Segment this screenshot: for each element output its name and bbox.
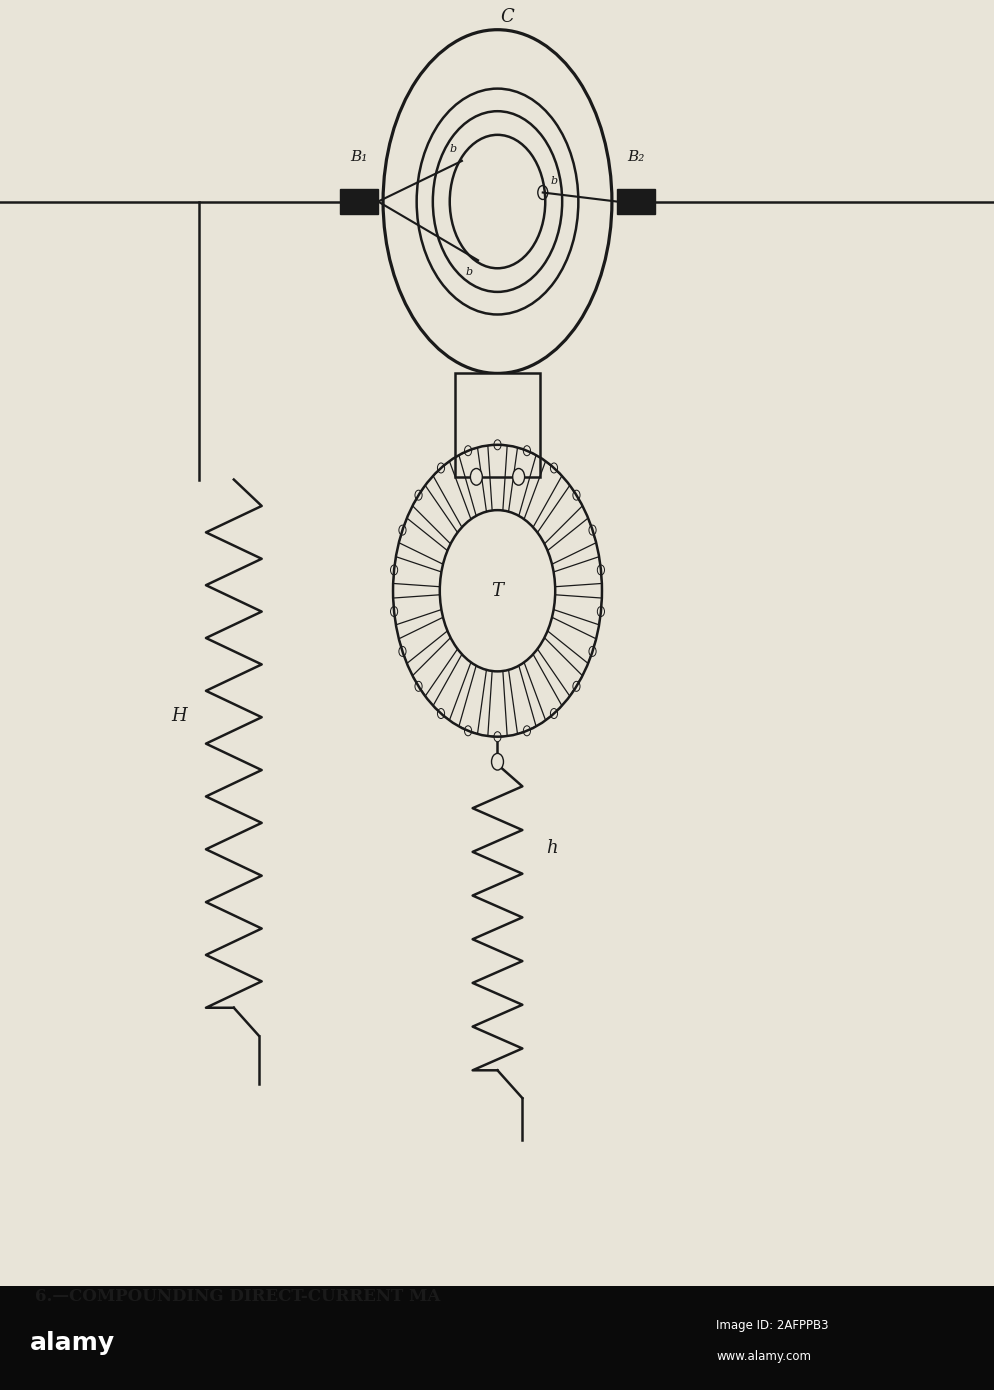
Polygon shape bbox=[508, 666, 536, 734]
Text: C: C bbox=[500, 8, 514, 25]
Polygon shape bbox=[399, 617, 447, 663]
Bar bbox=[616, 189, 654, 214]
Circle shape bbox=[437, 463, 444, 473]
Circle shape bbox=[464, 446, 471, 456]
Bar bbox=[0, 1286, 994, 1390]
Circle shape bbox=[390, 564, 398, 575]
Polygon shape bbox=[393, 556, 441, 587]
Polygon shape bbox=[508, 448, 536, 516]
Circle shape bbox=[596, 564, 604, 575]
Circle shape bbox=[573, 491, 580, 500]
Polygon shape bbox=[524, 655, 562, 720]
Text: b: b bbox=[449, 145, 456, 154]
Polygon shape bbox=[547, 518, 595, 564]
Circle shape bbox=[493, 731, 501, 742]
Circle shape bbox=[550, 709, 557, 719]
Bar bbox=[340, 189, 378, 214]
Polygon shape bbox=[432, 655, 470, 720]
Polygon shape bbox=[413, 638, 457, 696]
Polygon shape bbox=[393, 595, 441, 626]
Ellipse shape bbox=[383, 29, 611, 374]
Polygon shape bbox=[399, 518, 447, 564]
Polygon shape bbox=[553, 556, 601, 587]
Text: b: b bbox=[551, 175, 558, 186]
Text: B₁: B₁ bbox=[350, 150, 368, 164]
Text: B₂: B₂ bbox=[626, 150, 644, 164]
Circle shape bbox=[523, 446, 530, 456]
Text: H: H bbox=[171, 708, 187, 724]
Circle shape bbox=[390, 606, 398, 617]
Circle shape bbox=[493, 439, 501, 450]
Polygon shape bbox=[432, 461, 470, 527]
Text: b: b bbox=[465, 267, 473, 277]
Text: alamy: alamy bbox=[30, 1332, 115, 1355]
Circle shape bbox=[432, 111, 562, 292]
Circle shape bbox=[414, 491, 421, 500]
Circle shape bbox=[588, 525, 595, 535]
Circle shape bbox=[449, 135, 545, 268]
Circle shape bbox=[523, 726, 530, 735]
Circle shape bbox=[596, 606, 604, 617]
Text: T: T bbox=[491, 582, 503, 599]
Circle shape bbox=[416, 89, 578, 314]
Polygon shape bbox=[487, 671, 507, 737]
Circle shape bbox=[550, 463, 557, 473]
Text: www.alamy.com: www.alamy.com bbox=[716, 1350, 810, 1364]
Circle shape bbox=[573, 681, 580, 691]
Circle shape bbox=[464, 726, 471, 735]
Circle shape bbox=[414, 681, 421, 691]
Circle shape bbox=[512, 468, 524, 485]
Circle shape bbox=[399, 646, 406, 656]
Text: 6.—COMPOUNDING DIRECT-CURRENT MA: 6.—COMPOUNDING DIRECT-CURRENT MA bbox=[35, 1289, 439, 1305]
Circle shape bbox=[439, 510, 555, 671]
Polygon shape bbox=[553, 595, 601, 626]
Circle shape bbox=[437, 709, 444, 719]
Circle shape bbox=[491, 753, 503, 770]
Polygon shape bbox=[458, 666, 486, 734]
Polygon shape bbox=[547, 617, 595, 663]
Polygon shape bbox=[524, 461, 562, 527]
Text: Image ID: 2AFPPB3: Image ID: 2AFPPB3 bbox=[716, 1319, 828, 1332]
Circle shape bbox=[470, 468, 482, 485]
Bar bbox=[455, 373, 539, 477]
Circle shape bbox=[399, 525, 406, 535]
Polygon shape bbox=[537, 485, 581, 543]
Text: h: h bbox=[546, 840, 558, 856]
Polygon shape bbox=[537, 638, 581, 696]
Circle shape bbox=[588, 646, 595, 656]
Polygon shape bbox=[458, 448, 486, 516]
Polygon shape bbox=[487, 445, 507, 510]
Polygon shape bbox=[413, 485, 457, 543]
